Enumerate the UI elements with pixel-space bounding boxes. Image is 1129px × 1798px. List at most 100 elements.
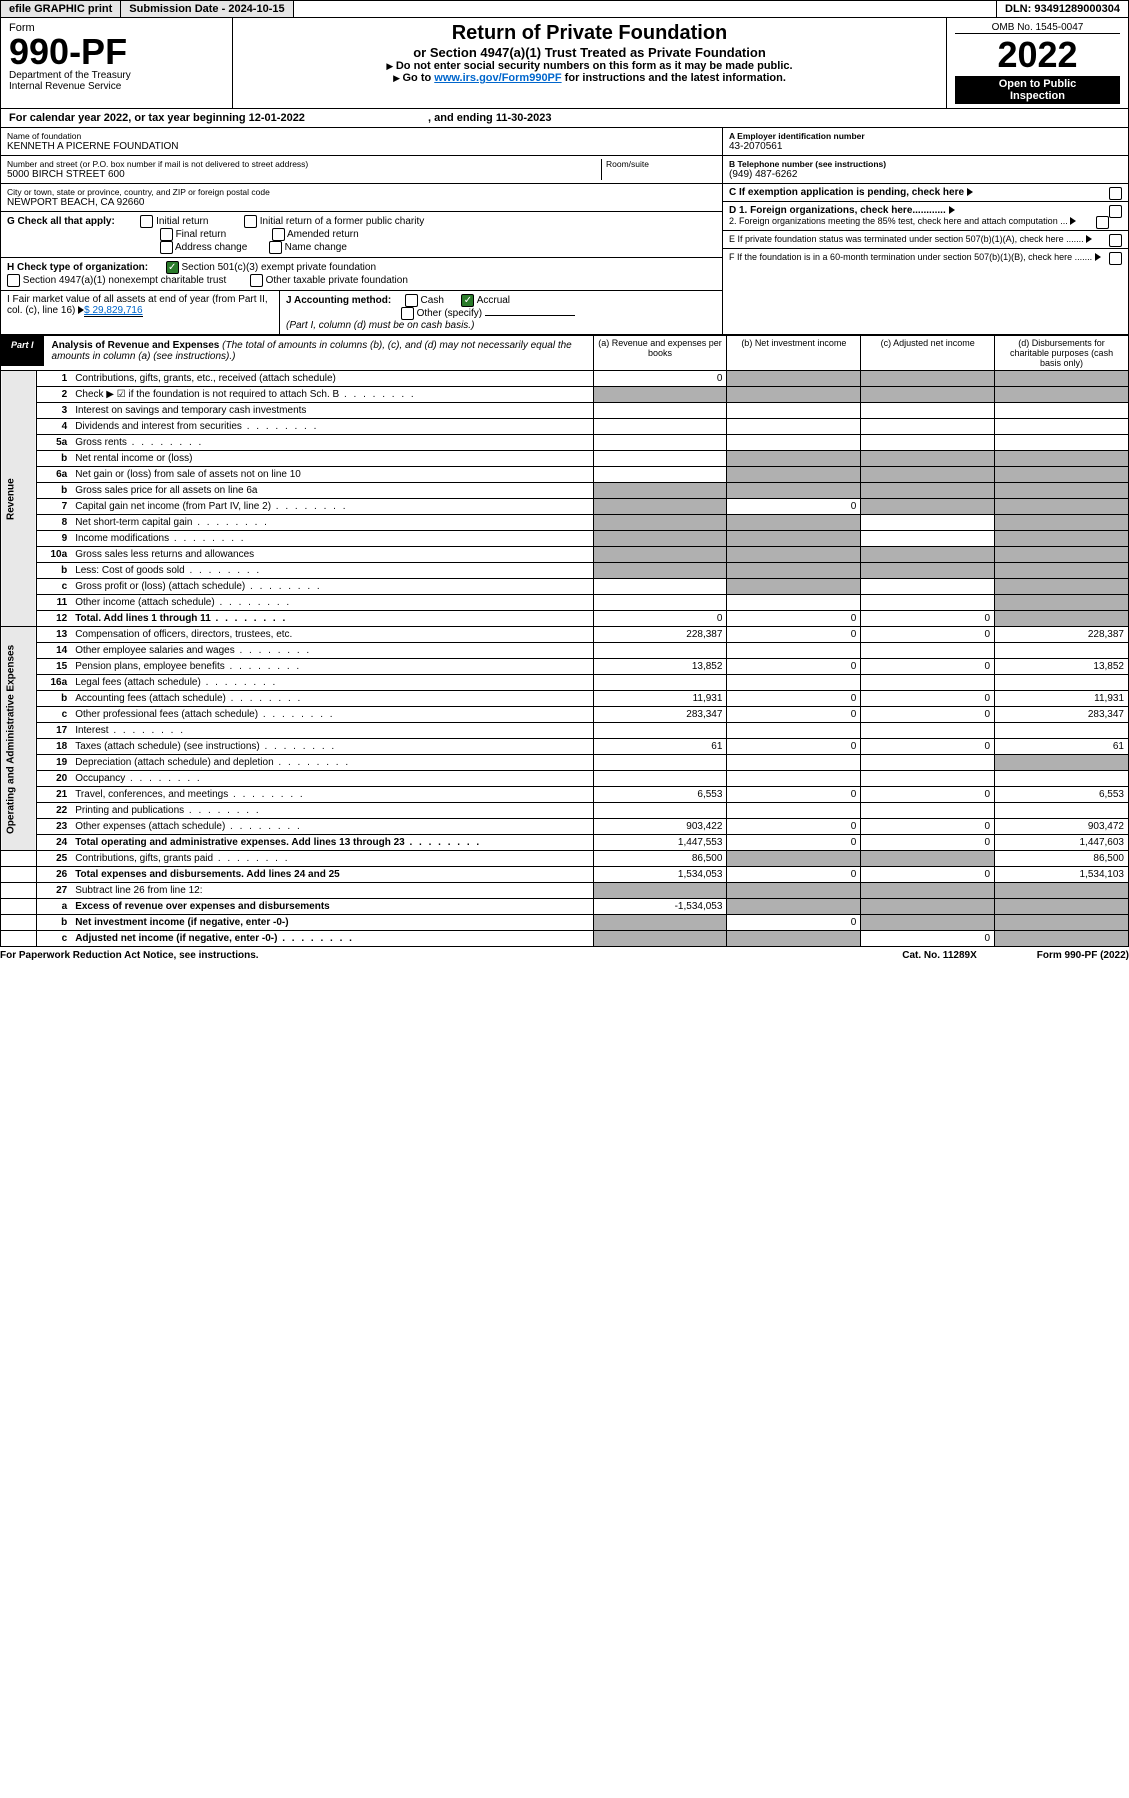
ein-label: A Employer identification number	[729, 131, 1122, 141]
table-row: 16aLegal fees (attach schedule)	[1, 675, 1129, 691]
street-address: 5000 BIRCH STREET 600	[7, 169, 601, 180]
cell-value: 6,553	[593, 787, 727, 803]
row-label: Interest on savings and temporary cash i…	[71, 403, 593, 419]
initial-public-charity-checkbox[interactable]	[244, 215, 257, 228]
table-row: 19Depreciation (attach schedule) and dep…	[1, 755, 1129, 771]
amended-return-checkbox[interactable]	[272, 228, 285, 241]
cell-shaded	[995, 387, 1129, 403]
cell-value: 0	[861, 739, 995, 755]
table-row: aExcess of revenue over expenses and dis…	[1, 899, 1129, 915]
cell-value	[861, 403, 995, 419]
row-number: 24	[36, 835, 71, 851]
cell-shaded	[861, 883, 995, 899]
cell-value: 1,447,603	[995, 835, 1129, 851]
cell-shaded	[861, 563, 995, 579]
cell-shaded	[995, 451, 1129, 467]
table-row: 11Other income (attach schedule)	[1, 595, 1129, 611]
row-label: Gross sales less returns and allowances	[71, 547, 593, 563]
revenue-side-label: Revenue	[1, 371, 37, 627]
terminated-checkbox[interactable]	[1109, 234, 1122, 247]
section-e: E If private foundation status was termi…	[723, 231, 1128, 249]
form-url-link[interactable]: www.irs.gov/Form990PF	[434, 72, 561, 84]
row-label: Income modifications	[71, 531, 593, 547]
table-row: 26Total expenses and disbursements. Add …	[1, 867, 1129, 883]
row-number: 1	[36, 371, 71, 387]
other-method-checkbox[interactable]	[401, 307, 414, 320]
dln-cell: DLN: 93491289000304	[996, 1, 1128, 17]
cell-value	[995, 723, 1129, 739]
foreign-org-checkbox[interactable]	[1109, 205, 1122, 218]
row-label: Occupancy	[71, 771, 593, 787]
table-row: 21Travel, conferences, and meetings6,553…	[1, 787, 1129, 803]
cell-value: 0	[727, 819, 861, 835]
efile-print-button[interactable]: efile GRAPHIC print	[1, 1, 121, 17]
60month-checkbox[interactable]	[1109, 252, 1122, 265]
foundation-name-label: Name of foundation	[7, 131, 716, 141]
cell-shaded	[727, 515, 861, 531]
final-return-checkbox[interactable]	[160, 228, 173, 241]
name-change-checkbox[interactable]	[269, 241, 282, 254]
row-label: Pension plans, employee benefits	[71, 659, 593, 675]
cell-value	[593, 403, 727, 419]
cell-value	[995, 675, 1129, 691]
cell-value	[995, 771, 1129, 787]
cell-value: 228,387	[995, 627, 1129, 643]
row-number: 20	[36, 771, 71, 787]
row-number: 15	[36, 659, 71, 675]
cell-value	[995, 403, 1129, 419]
cell-shaded	[727, 883, 861, 899]
submission-date-button[interactable]: Submission Date - 2024-10-15	[121, 1, 293, 17]
cell-value	[861, 803, 995, 819]
cell-value	[593, 451, 727, 467]
cell-value	[593, 755, 727, 771]
col-c-header: (c) Adjusted net income	[861, 336, 995, 371]
cell-value: 0	[861, 659, 995, 675]
paperwork-notice: For Paperwork Reduction Act Notice, see …	[0, 950, 259, 961]
cell-shaded	[727, 467, 861, 483]
cell-value	[727, 755, 861, 771]
cell-shaded	[727, 899, 861, 915]
row-label: Taxes (attach schedule) (see instruction…	[71, 739, 593, 755]
cell-value: 283,347	[995, 707, 1129, 723]
cell-shaded	[727, 579, 861, 595]
cash-checkbox[interactable]	[405, 294, 418, 307]
row-label: Adjusted net income (if negative, enter …	[71, 931, 593, 947]
table-row: Revenue1Contributions, gifts, grants, et…	[1, 371, 1129, 387]
table-row: 27Subtract line 26 from line 12:	[1, 883, 1129, 899]
other-taxable-checkbox[interactable]	[250, 274, 263, 287]
cell-value	[593, 723, 727, 739]
cell-value: 903,472	[995, 819, 1129, 835]
part1-table: Part I Analysis of Revenue and Expenses …	[0, 335, 1129, 947]
cell-value: 11,931	[593, 691, 727, 707]
cell-value: 11,931	[995, 691, 1129, 707]
4947a1-checkbox[interactable]	[7, 274, 20, 287]
cell-value	[861, 435, 995, 451]
501c3-checkbox[interactable]	[166, 261, 179, 274]
cell-value: 0	[727, 915, 861, 931]
row-label: Net investment income (if negative, ente…	[71, 915, 593, 931]
cell-value	[861, 771, 995, 787]
cell-value: 6,553	[995, 787, 1129, 803]
exemption-pending-checkbox[interactable]	[1109, 187, 1122, 200]
footer: For Paperwork Reduction Act Notice, see …	[0, 947, 1129, 964]
cell-value	[995, 419, 1129, 435]
accrual-checkbox[interactable]	[461, 294, 474, 307]
cell-value	[727, 435, 861, 451]
expenses-side-label: Operating and Administrative Expenses	[1, 627, 37, 851]
row-label: Compensation of officers, directors, tru…	[71, 627, 593, 643]
table-row: 15Pension plans, employee benefits13,852…	[1, 659, 1129, 675]
cell-shaded	[861, 483, 995, 499]
city-label: City or town, state or province, country…	[7, 187, 716, 197]
dept-label: Department of the Treasury	[9, 70, 224, 81]
section-i: I Fair market value of all assets at end…	[1, 291, 280, 334]
initial-return-checkbox[interactable]	[140, 215, 153, 228]
row-number: 17	[36, 723, 71, 739]
fmv-value[interactable]: $ 29,829,716	[84, 305, 142, 317]
cell-shaded	[995, 531, 1129, 547]
cell-value: 0	[727, 611, 861, 627]
cell-value	[727, 771, 861, 787]
row-number: 9	[36, 531, 71, 547]
address-change-checkbox[interactable]	[160, 241, 173, 254]
foreign-85-checkbox[interactable]	[1096, 216, 1109, 229]
cell-value: 86,500	[995, 851, 1129, 867]
